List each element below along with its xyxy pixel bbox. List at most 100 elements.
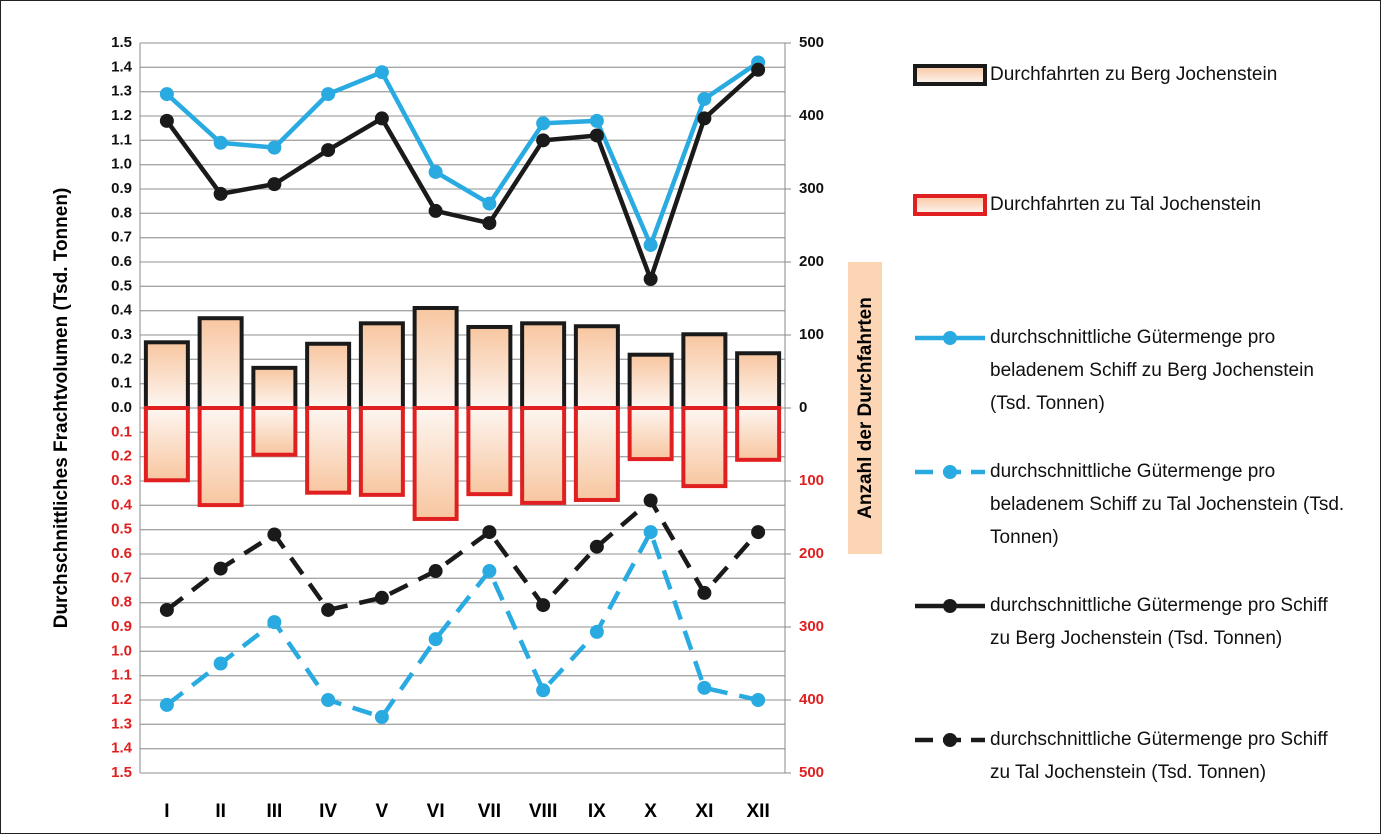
point [751,525,766,540]
y-tick-label: 0.8 [111,204,132,221]
point [267,615,282,630]
point [213,186,228,201]
y-tick-label: 1.2 [111,691,132,708]
legend-label: durchschnittliche Gütermenge pro Schiff … [990,729,1328,783]
x-tick-label: VII [478,801,501,822]
x-tick-label: XI [695,801,713,822]
line [165,60,760,252]
point [589,539,604,554]
y-tick-label: 0.2 [111,350,132,367]
line [165,526,759,720]
bar [735,406,782,462]
point [482,216,497,231]
bar [627,352,674,410]
y-tick-label: 1.1 [111,667,132,684]
bar [358,321,405,411]
bar [681,332,728,410]
legend-marker [943,331,957,345]
y-tick-label: 1.5 [111,764,132,781]
y2-axis-title: Anzahl der Durchfahrten [855,297,876,519]
legend-label: Durchfahrten zu Berg Jochenstein [990,64,1278,85]
point [589,128,604,143]
point [697,680,712,695]
point [751,62,766,77]
bar [358,406,405,497]
y2-tick-label: 300 [799,618,824,635]
bar [573,324,620,410]
point [321,693,336,707]
point [428,164,443,179]
legend-label: durchschnittliche Gütermenge pro beladen… [990,327,1314,414]
line [165,68,760,286]
bar [520,406,567,505]
y2-tick-label: 100 [799,472,824,489]
point [159,602,174,617]
bar [197,316,244,410]
point [643,237,658,252]
bar [573,406,620,502]
y-tick-label: 1.5 [111,34,132,51]
y-axis-title: Durchschnittliches Frachtvolumen (Tsd. T… [51,188,72,629]
y2-tick-label: 200 [799,253,824,270]
bar [143,340,190,410]
x-tick-label: III [266,801,282,822]
x-tick-label: X [644,801,657,822]
y-tick-label: 1.2 [111,107,132,124]
line [165,496,760,613]
point [374,65,389,80]
x-tick-label: VIII [529,801,558,822]
point [321,87,336,102]
legend-label: durchschnittliche Gütermenge pro beladen… [990,461,1345,548]
point [321,143,336,158]
bar [197,406,244,508]
y-tick-label: 1.1 [111,131,132,148]
legend-marker [943,733,957,747]
legend-swatch [913,194,987,216]
bar [251,365,298,411]
y-tick-label: 1.0 [111,156,132,173]
bar [305,341,352,411]
y-tick-label: 1.0 [111,642,132,659]
y-tick-label: 0.7 [111,569,132,586]
y2-tick-label: 500 [799,34,824,51]
point [482,196,497,211]
bar [466,406,513,497]
x-tick-label: IV [319,801,337,822]
point [751,693,766,707]
point [643,493,658,508]
y2-tick-label: 500 [799,764,824,781]
point [374,710,389,725]
point [321,602,336,617]
y-tick-label: 0.4 [111,302,133,319]
point [159,697,174,712]
x-tick-label: IX [588,801,606,822]
x-tick-label: VI [427,801,445,822]
point [589,624,604,639]
y-tick-label: 0.1 [111,423,132,440]
bar [735,351,782,410]
y2-tick-label: 400 [799,107,824,124]
point [213,656,228,671]
y-tick-label: 0.5 [111,277,132,294]
legend-label: Durchfahrten zu Tal Jochenstein [990,194,1262,215]
y-tick-label: 0.6 [111,253,132,270]
point [213,561,228,576]
x-tick-label: I [164,801,169,822]
point [159,87,174,102]
point [428,632,443,647]
point [536,116,551,131]
y-tick-label: 0.2 [111,448,132,465]
point [643,272,658,287]
point [374,111,389,126]
point [213,135,228,150]
bar [681,406,728,489]
legend-marker [943,465,957,479]
y2-tick-label: 400 [799,691,824,708]
point [482,525,497,540]
point [643,525,658,540]
point [536,133,551,148]
point [267,527,282,542]
point [697,111,712,126]
